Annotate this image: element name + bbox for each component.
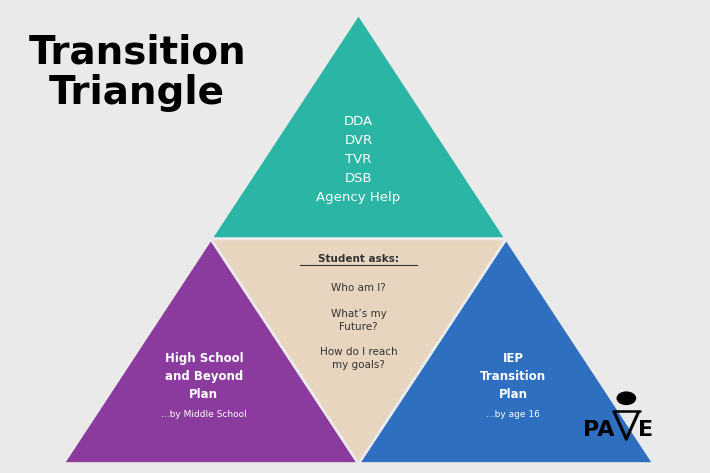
Text: High School
and Beyond
Plan: High School and Beyond Plan: [165, 352, 243, 401]
Text: ...by age 16: ...by age 16: [486, 410, 540, 419]
Text: E: E: [638, 420, 652, 440]
Text: IEP
Transition
Plan: IEP Transition Plan: [480, 352, 546, 401]
Circle shape: [617, 392, 635, 404]
Text: Transition
Triangle: Transition Triangle: [28, 33, 246, 112]
Polygon shape: [63, 239, 359, 464]
Text: ...by Middle School: ...by Middle School: [161, 410, 247, 419]
Text: Student asks:: Student asks:: [318, 254, 399, 264]
Text: What’s my
Future?: What’s my Future?: [331, 309, 386, 333]
Text: PA: PA: [584, 420, 615, 440]
Polygon shape: [211, 14, 506, 239]
Text: Who am I?: Who am I?: [331, 283, 386, 293]
Text: DDA
DVR
TVR
DSB
Agency Help: DDA DVR TVR DSB Agency Help: [317, 115, 400, 204]
Polygon shape: [211, 239, 506, 464]
Text: How do I reach
my goals?: How do I reach my goals?: [320, 347, 398, 370]
Polygon shape: [359, 239, 654, 464]
